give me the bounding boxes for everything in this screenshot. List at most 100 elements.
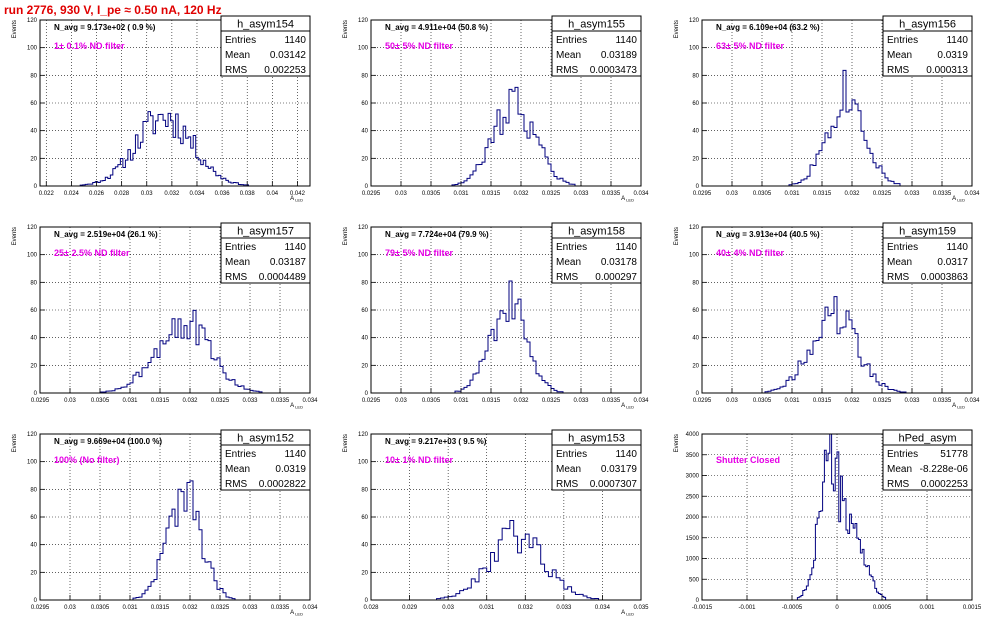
stats-box: h_asym152 Entries 1140 Mean 0.0319 RMS 0.00028… <box>220 429 311 491</box>
stats-box: h_asym156 Entries 1140 Mean 0.0319 RMS 0.00031… <box>882 15 973 77</box>
stat-value: 0.000297 <box>595 272 637 283</box>
x-tick-label: 0.038 <box>240 191 256 197</box>
stat-label: RMS <box>556 272 579 283</box>
y-tick-label: 20 <box>30 363 37 369</box>
x-axis-title: A LED <box>290 403 303 410</box>
y-tick-label: 100 <box>358 460 369 466</box>
x-tick-label: 0.031 <box>122 605 138 611</box>
histogram-title: h_asym156 <box>899 19 956 31</box>
stat-value: 1140 <box>284 35 306 46</box>
x-tick-label: 0.032 <box>844 191 860 197</box>
y-axis-title: Events <box>343 227 349 245</box>
navg-label: N_avg = 9.173e+02 ( 0.9 %) <box>54 23 156 32</box>
stats-box-frame <box>220 15 311 77</box>
x-tick-label: 0.028 <box>114 191 130 197</box>
y-tick-label: 20 <box>361 156 368 162</box>
stat-value: 0.0002822 <box>259 479 307 490</box>
filter-label: 10± 1% ND filter <box>385 455 453 465</box>
x-tick-label: 0.0335 <box>933 398 952 404</box>
x-tick-label: 0.033 <box>556 605 572 611</box>
x-tick-label: 0.0325 <box>873 398 892 404</box>
y-tick-label: 40 <box>361 543 368 549</box>
stat-value: 0.0319 <box>937 50 968 61</box>
x-tick-label: 0.03 <box>395 191 407 197</box>
histogram-title: h_asym154 <box>237 19 294 31</box>
stat-label: Mean <box>887 464 912 475</box>
filter-label: 63± 5% ND filter <box>716 41 784 51</box>
y-tick-label: 60 <box>30 515 37 521</box>
y-tick-label: 80 <box>361 487 368 493</box>
y-axis-title: Events <box>12 227 18 245</box>
stat-label: Entries <box>887 242 918 253</box>
x-tick-label: 0.0305 <box>753 191 772 197</box>
stat-label: RMS <box>887 272 910 283</box>
stats-box: h_asym157 Entries 1140 Mean 0.03187 RMS 0.0004… <box>220 222 311 284</box>
histogram-line <box>371 519 641 601</box>
stat-value: 1140 <box>615 242 637 253</box>
stat-label: RMS <box>225 65 248 76</box>
y-tick-label: 120 <box>358 432 369 438</box>
x-axis-title-subscript: LED <box>625 198 634 203</box>
stats-box-frame <box>882 222 973 284</box>
x-tick-label: 0.033 <box>242 398 258 404</box>
y-tick-label: 40 <box>361 129 368 135</box>
filter-label: 100% (No filter) <box>54 455 120 465</box>
histogram-title: h_asym152 <box>237 433 294 445</box>
stat-value: 0.000313 <box>926 65 968 76</box>
x-tick-label: 0.026 <box>89 191 105 197</box>
run-title: run 2776, 930 V, I_pe ≈ 0.50 nA, 120 Hz <box>4 3 222 17</box>
y-tick-label: 60 <box>30 308 37 314</box>
x-axis-title-subscript: LED <box>956 405 965 410</box>
stat-value: 0.03142 <box>270 50 307 61</box>
navg-label: N_avg = 2.519e+04 (26.1 %) <box>54 230 158 239</box>
x-tick-label: 0.03 <box>64 398 76 404</box>
x-tick-label: 0.03 <box>726 398 738 404</box>
y-axis-title: Events <box>674 434 680 452</box>
x-tick-label: 0.031 <box>453 191 469 197</box>
x-tick-label: 0.03 <box>395 398 407 404</box>
x-tick-label: 0.0305 <box>422 191 441 197</box>
x-tick-label: 0.0325 <box>542 398 561 404</box>
histogram-title: h_asym153 <box>568 433 625 445</box>
stats-box: hPed_asym Entries 51778 Mean -8.228e-06 RMS 0.… <box>882 429 973 491</box>
x-tick-label: 0.0305 <box>753 398 772 404</box>
histogram-h_asym157: 0.0295 0.03 0.0305 0.031 0.0315 0.032 0.0325 0.… <box>12 222 318 410</box>
histogram-h_asym159: 0.0295 0.03 0.0305 0.031 0.0315 0.032 0.0325 0.… <box>674 222 980 410</box>
x-tick-label: 0.0295 <box>31 398 50 404</box>
stat-label: Entries <box>225 242 256 253</box>
stat-value: 1140 <box>946 242 968 253</box>
stat-label: Mean <box>556 464 581 475</box>
x-axis-title: A LED <box>290 196 303 203</box>
stat-value: 1140 <box>615 449 637 460</box>
y-axis-title: Events <box>12 20 18 38</box>
stat-label: RMS <box>887 479 910 490</box>
x-tick-label: 0.034 <box>633 191 649 197</box>
stat-value: -8.228e-06 <box>920 464 969 475</box>
y-tick-label: 100 <box>358 46 369 52</box>
y-tick-label: 2000 <box>686 515 700 521</box>
y-tick-label: 80 <box>30 487 37 493</box>
histogram-title: h_asym157 <box>237 226 294 238</box>
y-tick-label: 3000 <box>686 474 700 480</box>
x-tick-label: 0.0335 <box>271 398 290 404</box>
histogram-line <box>702 296 972 394</box>
x-tick-label: 0.034 <box>189 191 205 197</box>
x-tick-label: 0.032 <box>844 398 860 404</box>
x-tick-label: 0.035 <box>633 605 649 611</box>
y-tick-label: 60 <box>361 308 368 314</box>
stat-value: 51778 <box>940 449 968 460</box>
x-tick-label: 0.033 <box>904 191 920 197</box>
x-axis-title-subscript: LED <box>294 612 303 617</box>
x-tick-label: -0.0015 <box>692 605 713 611</box>
navg-label: N_avg = 7.724e+04 (79.9 %) <box>385 230 489 239</box>
x-tick-label: 0.032 <box>518 605 534 611</box>
y-tick-label: 500 <box>689 577 700 583</box>
x-tick-label: 0.031 <box>479 605 495 611</box>
y-tick-label: 0 <box>34 598 38 604</box>
filter-label: 50± 5% ND filter <box>385 41 453 51</box>
y-tick-label: 100 <box>27 253 38 259</box>
x-tick-label: 0.032 <box>182 398 198 404</box>
histogram-h_asym156: 0.0295 0.03 0.0305 0.031 0.0315 0.032 0.0325 0.… <box>674 15 980 203</box>
y-tick-label: 120 <box>27 225 38 231</box>
stats-box-frame <box>551 222 642 284</box>
